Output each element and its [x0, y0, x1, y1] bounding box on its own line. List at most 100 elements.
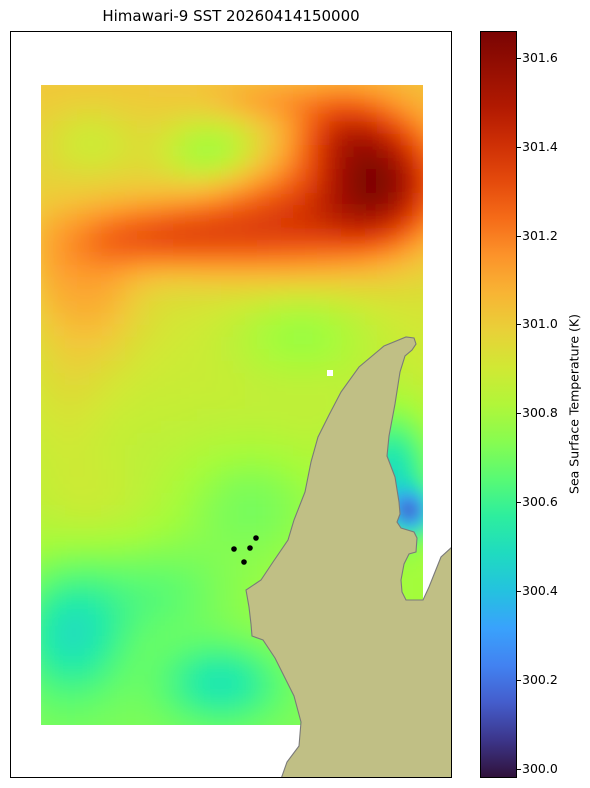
sst-cell — [197, 637, 210, 650]
sst-cell — [245, 373, 258, 386]
sst-cell — [245, 673, 258, 686]
sst-cell — [125, 601, 138, 614]
sst-cell — [305, 217, 318, 230]
sst-cell — [377, 169, 390, 182]
sst-cell — [53, 373, 66, 386]
sst-cell — [197, 133, 210, 146]
sst-cell — [413, 253, 423, 266]
sst-cell — [281, 361, 294, 374]
sst-cell — [161, 517, 174, 530]
sst-cell — [401, 181, 414, 194]
station-marker — [247, 545, 253, 551]
sst-cell — [173, 205, 186, 218]
sst-cell — [125, 313, 138, 326]
sst-cell — [197, 181, 210, 194]
sst-cell — [125, 325, 138, 338]
sst-cell — [41, 433, 54, 446]
sst-cell — [137, 85, 150, 86]
sst-cell — [377, 325, 390, 338]
sst-cell — [233, 313, 246, 326]
sst-cell — [413, 313, 423, 326]
sst-cell — [377, 277, 390, 290]
sst-cell — [317, 313, 330, 326]
sst-cell — [281, 205, 294, 218]
sst-cell — [401, 445, 414, 458]
sst-cell — [101, 469, 114, 482]
sst-cell — [41, 409, 54, 422]
colorbar-tick-mark — [517, 591, 521, 593]
sst-cell — [401, 265, 414, 278]
sst-cell — [113, 601, 126, 614]
sst-cell — [425, 205, 438, 218]
sst-cell — [329, 85, 342, 98]
sst-cell — [41, 85, 42, 98]
sst-cell — [101, 529, 114, 542]
sst-cell — [293, 397, 306, 410]
sst-cell — [41, 589, 42, 602]
sst-cell — [233, 541, 246, 554]
sst-cell — [125, 361, 138, 374]
sst-cell — [29, 733, 42, 746]
sst-cell — [269, 361, 282, 374]
sst-cell — [233, 85, 246, 98]
sst-cell — [89, 613, 102, 626]
sst-cell — [209, 553, 222, 566]
sst-cell — [353, 97, 366, 110]
sst-cell — [113, 217, 126, 230]
station-marker — [253, 535, 259, 541]
sst-cell — [353, 121, 366, 134]
sst-cell — [209, 157, 222, 170]
sst-cell — [221, 85, 234, 86]
sst-cell — [293, 217, 306, 230]
sst-cell — [245, 289, 258, 302]
colorbar-tick-label: 301.6 — [522, 49, 558, 65]
sst-cell — [113, 445, 126, 458]
sst-cell — [185, 133, 198, 146]
sst-cell — [269, 325, 282, 338]
sst-cell — [257, 157, 270, 170]
sst-cell — [401, 565, 414, 578]
sst-cell — [245, 193, 258, 206]
sst-cell — [161, 541, 174, 554]
sst-cell — [425, 361, 438, 374]
sst-cell — [113, 733, 126, 746]
sst-cell — [41, 649, 54, 662]
sst-cell — [197, 253, 210, 266]
sst-cell — [41, 481, 54, 494]
sst-cell — [281, 313, 294, 326]
sst-cell — [209, 121, 222, 134]
sst-cell — [233, 517, 246, 530]
sst-cell — [137, 613, 150, 626]
sst-cell — [137, 265, 150, 278]
sst-cell — [293, 373, 306, 386]
sst-cell — [269, 733, 282, 746]
sst-cell — [377, 301, 390, 314]
sst-cell — [233, 133, 246, 146]
colorbar-tick-mark — [517, 769, 521, 771]
sst-cell — [233, 661, 246, 674]
sst-cell — [377, 157, 390, 170]
sst-cell — [125, 553, 138, 566]
sst-cell — [281, 265, 294, 278]
sst-cell — [377, 313, 390, 326]
sst-cell — [89, 565, 102, 578]
sst-cell — [41, 121, 54, 134]
sst-cell — [77, 301, 90, 314]
sst-cell — [185, 313, 198, 326]
sst-cell — [245, 649, 258, 662]
sst-cell — [197, 121, 210, 134]
sst-cell — [221, 169, 234, 182]
sst-cell — [425, 457, 438, 470]
sst-cell — [125, 397, 138, 410]
sst-cell — [401, 97, 414, 110]
sst-cell — [221, 541, 234, 554]
sst-cell — [41, 709, 54, 722]
sst-cell — [125, 541, 138, 554]
sst-cell — [281, 85, 294, 86]
sst-cell — [185, 121, 198, 134]
sst-cell — [113, 265, 126, 278]
sst-cell — [197, 445, 210, 458]
sst-cell — [341, 313, 354, 326]
sst-cell — [221, 685, 234, 698]
sst-cell — [365, 289, 378, 302]
